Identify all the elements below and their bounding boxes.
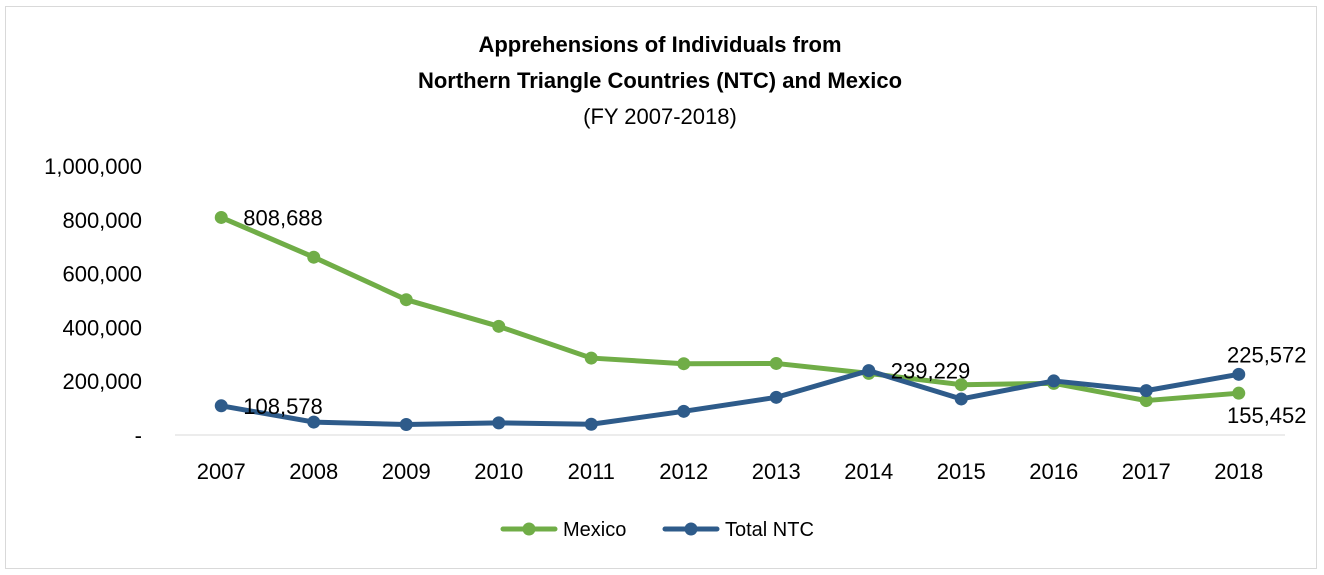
series-line [218, 368, 1242, 428]
data-label: 155,452 [1227, 403, 1307, 428]
data-label: 225,572 [1227, 342, 1307, 367]
x-tick-label: 2007 [197, 459, 246, 484]
data-label-layer: 808,688 108,578 239,229 225,572 155,452 [243, 205, 1306, 428]
series-1 [214, 364, 1246, 432]
legend-swatch-marker [684, 522, 698, 536]
data-point [677, 404, 691, 418]
x-tick-label: 2011 [568, 459, 615, 484]
data-label: 239,229 [891, 359, 971, 384]
x-tick-label: 2009 [382, 459, 431, 484]
chart-frame [5, 6, 1317, 569]
x-tick-label: 2017 [1122, 459, 1171, 484]
x-tick-label: 2008 [289, 459, 338, 484]
data-point [954, 378, 968, 392]
chart-title-line2: Northern Triangle Countries (NTC) and Me… [418, 68, 902, 93]
data-point [307, 250, 321, 264]
data-point [769, 356, 783, 370]
x-tick-label: 2012 [659, 459, 708, 484]
y-tick-label: 800,000 [62, 208, 142, 233]
data-point [399, 293, 413, 307]
x-tick-label: 2014 [844, 459, 893, 484]
data-point [1139, 394, 1153, 408]
x-tick-label: 2015 [937, 459, 986, 484]
data-point [492, 416, 506, 430]
data-point [399, 418, 413, 432]
data-point [214, 399, 228, 413]
data-point [584, 417, 598, 431]
series-0 [214, 210, 1246, 408]
x-tick-label: 2018 [1214, 459, 1263, 484]
chart-title-line1: Apprehensions of Individuals from [478, 32, 841, 57]
x-tick-label: 2010 [474, 459, 523, 484]
data-point [584, 351, 598, 365]
legend-label: Total NTC [725, 519, 814, 541]
data-point [677, 357, 691, 371]
y-tick-label: 1,000,000 [44, 154, 142, 179]
series-line [218, 214, 1242, 404]
axis-layer: - 200,000 400,000 600,000 800,000 1,000,000 20… [44, 154, 1285, 484]
y-tick-label: 400,000 [62, 315, 142, 340]
data-point [1047, 374, 1061, 388]
data-point [307, 415, 321, 429]
data-point [769, 390, 783, 404]
y-tick-label: 200,000 [62, 369, 142, 394]
y-tick-label: 600,000 [62, 262, 142, 287]
data-point [1232, 386, 1246, 400]
y-tick-label: - [135, 423, 142, 448]
legend: Mexico Total NTC [500, 519, 814, 541]
data-label: 808,688 [243, 205, 323, 230]
data-point [954, 392, 968, 406]
data-point [214, 210, 228, 224]
data-point [492, 319, 506, 333]
series-layer [214, 210, 1246, 432]
x-tick-label: 2013 [752, 459, 801, 484]
x-tick-label: 2016 [1029, 459, 1078, 484]
data-point [1232, 367, 1246, 381]
data-point [862, 364, 876, 378]
chart-subtitle: (FY 2007-2018) [583, 104, 737, 129]
data-label: 108,578 [243, 394, 323, 419]
data-point [1139, 384, 1153, 398]
legend-swatch-marker [522, 522, 536, 536]
legend-label: Mexico [563, 519, 626, 541]
